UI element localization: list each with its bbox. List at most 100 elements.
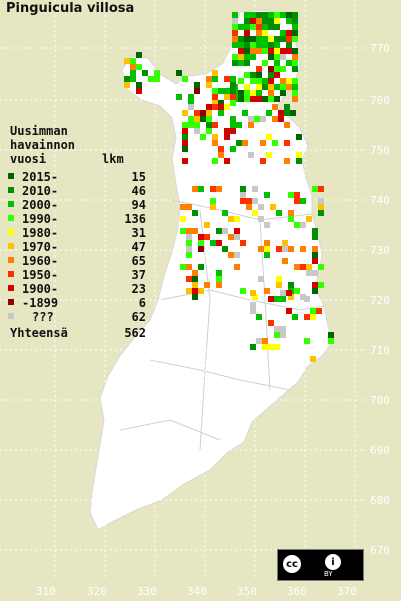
observation-square [244, 60, 250, 66]
observation-square [212, 100, 218, 106]
observation-square [250, 78, 256, 84]
x-tick-310: 310 [36, 585, 56, 598]
observation-square [286, 36, 292, 42]
observation-square [250, 72, 256, 78]
observation-square [274, 326, 280, 332]
observation-square [192, 228, 198, 234]
legend-count: 31 [131, 226, 146, 240]
observation-square [238, 54, 244, 60]
legend-swatch [8, 257, 14, 263]
observation-square [228, 216, 234, 222]
observation-square [206, 82, 212, 88]
observation-square [294, 198, 300, 204]
observation-square [280, 30, 286, 36]
observation-square [274, 296, 280, 302]
observation-square [248, 122, 254, 128]
observation-square [296, 152, 302, 158]
observation-square [268, 48, 274, 54]
legend-label: 2010- [22, 184, 59, 198]
observation-square [300, 222, 306, 228]
observation-square [242, 110, 248, 116]
observation-square [130, 64, 136, 70]
observation-square [318, 198, 324, 204]
observation-square [238, 60, 244, 66]
observation-square [316, 308, 322, 314]
observation-square [232, 54, 238, 60]
observation-square [268, 24, 274, 30]
observation-square [282, 240, 288, 246]
observation-square [274, 48, 280, 54]
y-tick-740: 740 [370, 194, 390, 207]
observation-square [306, 216, 312, 222]
legend-swatch [8, 201, 14, 207]
observation-square [268, 54, 274, 60]
observation-square [262, 338, 268, 344]
observation-square [262, 24, 268, 30]
observation-square [230, 76, 236, 82]
observation-square [192, 294, 198, 300]
observation-square [154, 70, 160, 76]
observation-square [268, 18, 274, 24]
observation-square [238, 24, 244, 30]
observation-square [274, 60, 280, 66]
observation-square [182, 122, 188, 128]
observation-square [234, 264, 240, 270]
observation-square [280, 290, 286, 296]
observation-square [182, 158, 188, 164]
observation-square [256, 90, 262, 96]
observation-square [250, 344, 256, 350]
legend-swatch [8, 285, 14, 291]
observation-square [312, 282, 318, 288]
observation-square [244, 24, 250, 30]
observation-square [278, 116, 284, 122]
observation-square [244, 84, 250, 90]
observation-square [262, 96, 268, 102]
observation-square [258, 204, 264, 210]
observation-square [310, 314, 316, 320]
observation-square [210, 198, 216, 204]
legend-header-lkm: lkm [102, 152, 124, 166]
observation-square [268, 78, 274, 84]
observation-square [300, 294, 306, 300]
observation-square [242, 140, 248, 146]
observation-square [292, 66, 298, 72]
observation-square [256, 12, 262, 18]
observation-square [212, 70, 218, 76]
legend-row-1980: 1980- 31 [6, 226, 146, 240]
observation-square [280, 12, 286, 18]
observation-square [274, 12, 280, 18]
observation-square [274, 66, 280, 72]
observation-square [136, 52, 142, 58]
observation-square [286, 48, 292, 54]
observation-square [182, 134, 188, 140]
observation-square [204, 282, 210, 288]
observation-square [240, 240, 246, 246]
observation-square [212, 158, 218, 164]
observation-square [248, 116, 254, 122]
observation-square [182, 76, 188, 82]
cc-by-license-badge[interactable]: cc i BY [277, 549, 364, 581]
observation-square [288, 192, 294, 198]
observation-square [268, 320, 274, 326]
observation-square [328, 332, 334, 338]
observation-square [212, 88, 218, 94]
observation-square [280, 54, 286, 60]
observation-square [244, 18, 250, 24]
observation-square [264, 252, 270, 258]
observation-square [274, 36, 280, 42]
observation-square [254, 116, 260, 122]
observation-square [244, 30, 250, 36]
legend-row-unknown: ??? 62 [6, 310, 146, 324]
observation-square [310, 308, 316, 314]
observation-square [182, 128, 188, 134]
observation-square [218, 110, 224, 116]
observation-square [262, 30, 268, 36]
observation-square [194, 116, 200, 122]
observation-square [300, 198, 306, 204]
observation-square [186, 204, 192, 210]
observation-square [286, 30, 292, 36]
observation-square [318, 186, 324, 192]
observation-square [294, 288, 300, 294]
observation-square [274, 96, 280, 102]
observation-square [268, 36, 274, 42]
